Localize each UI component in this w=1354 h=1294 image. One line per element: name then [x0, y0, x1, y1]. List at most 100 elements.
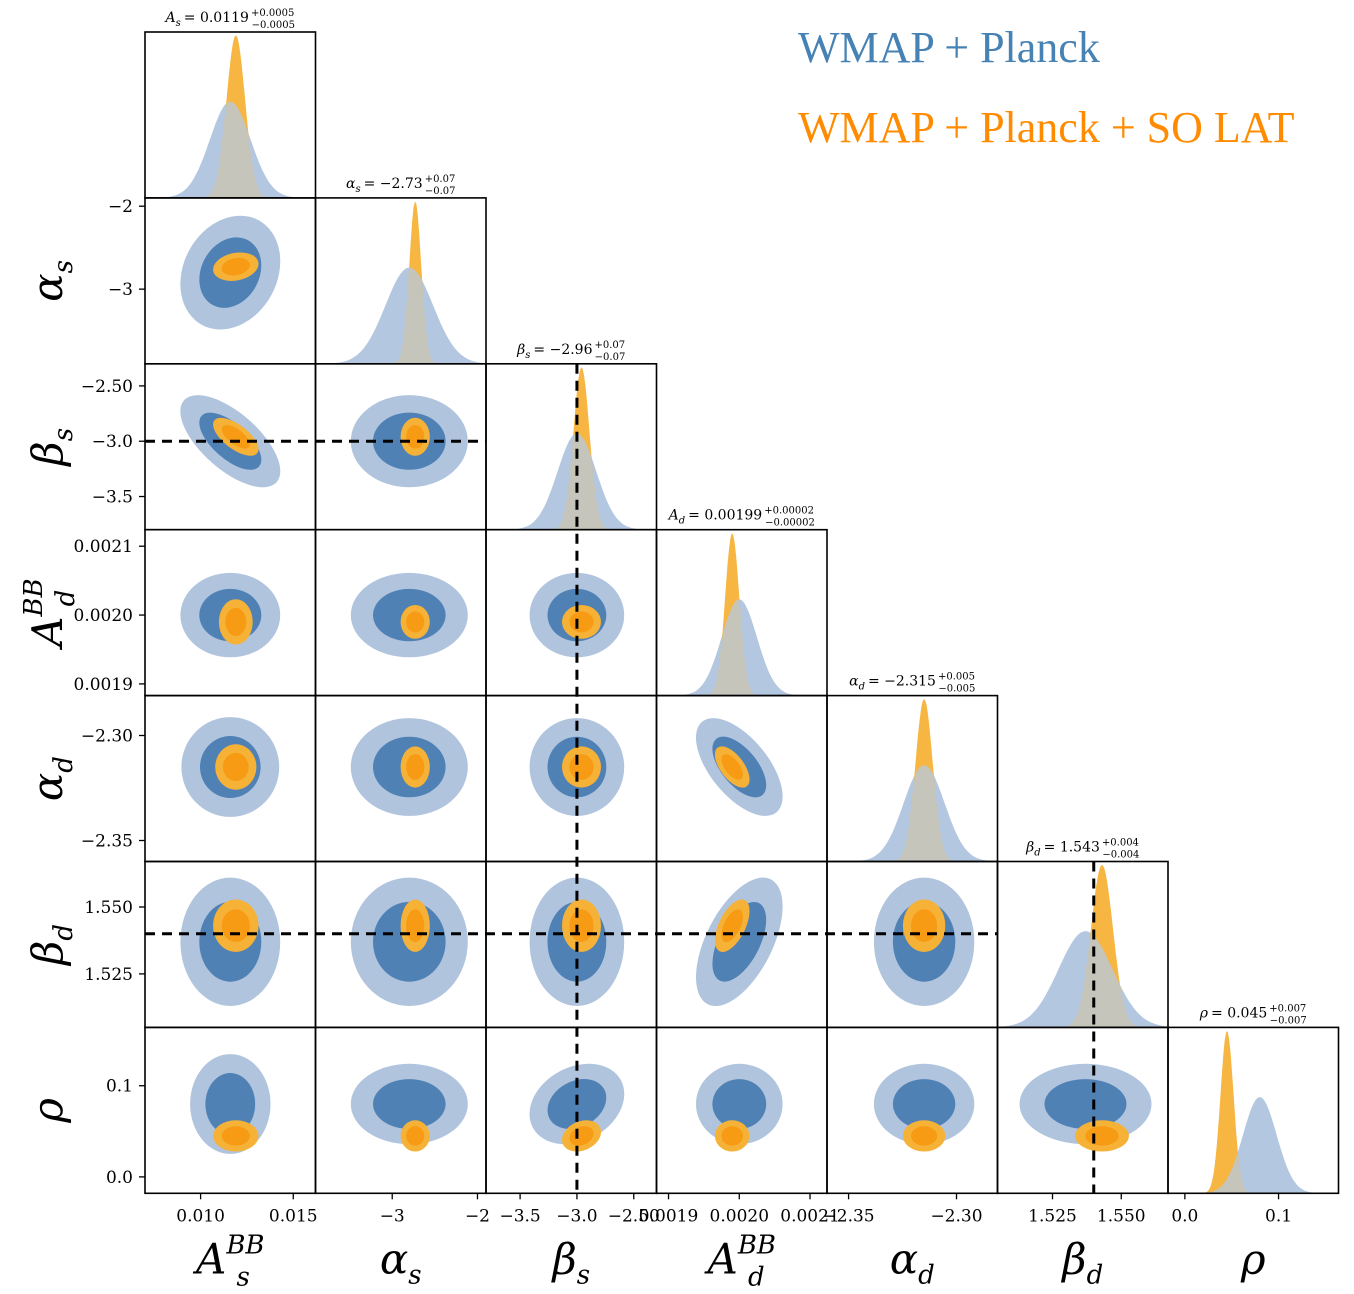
panel-A_s^{BB}-vs-A_d^{BB}	[180, 572, 281, 658]
contour-s1-1sigma	[221, 909, 250, 943]
contour-s1-1sigma	[569, 754, 594, 780]
x-axis-label-rho: ρ	[1240, 1234, 1266, 1283]
x-tick-label: 0.1	[1265, 1206, 1292, 1226]
marginal-curve-1	[1057, 865, 1147, 1028]
x-tick-label: −3.5	[499, 1206, 540, 1226]
marginal-beta_d	[997, 865, 1168, 1028]
y-tick-label: −2.50	[81, 377, 133, 397]
contour-s1-1sigma	[1085, 1126, 1119, 1146]
y-tick-label: 1.550	[84, 898, 133, 918]
y-tick-label: −2.35	[81, 832, 133, 852]
contour-s1-1sigma	[569, 909, 594, 943]
panel-beta_d-vs-rho	[1019, 1063, 1152, 1152]
marginal-A_d^{BB}	[656, 533, 827, 696]
panel-alpha_d-vs-beta_d	[873, 877, 975, 1006]
marginal-alpha_s	[315, 201, 486, 364]
marginal-rho	[1168, 1031, 1339, 1194]
y-tick-label: 0.0020	[74, 606, 133, 626]
summary-alpha_s: αs = −2.73 +0.07 −0.07	[346, 174, 456, 197]
x-tick-label: 0.010	[176, 1206, 225, 1226]
panel-alpha_s-vs-A_d^{BB}	[350, 572, 468, 658]
panel-A_s^{BB}-vs-alpha_s	[180, 215, 281, 330]
y-tick-label: −2.30	[81, 727, 133, 747]
x-axis-label-beta_d: βd	[1060, 1234, 1103, 1290]
y-tick-label: 0.0021	[74, 537, 133, 557]
y-axis-label-beta_s: βs	[23, 428, 79, 468]
summary-beta_d: βd = 1.543 +0.004 −0.004	[1025, 838, 1139, 861]
marginal-alpha_d	[844, 699, 998, 862]
contour-s1-1sigma	[225, 607, 247, 637]
legend-entry-wmap-planck-so-lat: WMAP + Planck + SO LAT	[798, 103, 1295, 152]
panel-A_s^{BB}-vs-beta_d	[180, 877, 281, 1006]
contour-s1-1sigma	[221, 257, 250, 276]
contour-s1-1sigma	[910, 909, 938, 943]
marginal-overlap	[145, 101, 316, 198]
panel-alpha_s-vs-alpha_d	[350, 718, 468, 816]
x-tick-label: −2	[465, 1206, 490, 1226]
summary-rho: ρ = 0.045 +0.007 −0.007	[1199, 1003, 1307, 1026]
marginal-curve-0	[315, 267, 486, 364]
marginal-overlap	[1057, 933, 1147, 1028]
x-tick-label: 0.0021	[780, 1206, 839, 1226]
contour-s1-1sigma	[721, 754, 743, 780]
y-axis-label-alpha_s: αs	[23, 260, 79, 302]
y-axis-label-alpha_d: αd	[23, 756, 79, 801]
x-tick-label: 1.525	[1028, 1206, 1077, 1226]
panel-A_s^{BB}-vs-alpha_d	[181, 717, 280, 817]
contour-s1-1sigma	[406, 1126, 425, 1146]
x-axis-label-alpha_s: αs	[380, 1234, 422, 1290]
y-axis-label-A_d^{BB}: ABBd	[19, 578, 81, 651]
legend-entry-wmap-planck: WMAP + Planck	[798, 23, 1100, 72]
marginal-overlap	[656, 599, 827, 696]
x-tick-label: −2.35	[823, 1206, 875, 1226]
y-tick-label: 1.525	[84, 965, 133, 985]
contour-s0-1sigma	[372, 1079, 446, 1129]
y-axis-label-beta_d: βd	[23, 924, 79, 967]
panel-alpha_s-vs-beta_d	[350, 877, 468, 1006]
contour-s0-1sigma	[1044, 1079, 1127, 1129]
panel-alpha_s-vs-rho	[350, 1063, 468, 1152]
x-tick-label: 1.550	[1097, 1206, 1146, 1226]
contour-s1-1sigma	[221, 1126, 250, 1146]
x-tick-label: −3	[380, 1206, 405, 1226]
x-axis-label-A_d^{BB}: ABB d	[703, 1230, 776, 1292]
y-tick-label: 0.1	[106, 1077, 133, 1097]
x-tick-label: 0.0	[1171, 1206, 1198, 1226]
marginal-beta_s	[501, 367, 653, 530]
y-tick-label: −3.0	[92, 432, 133, 452]
panel-A_d^{BB}-vs-alpha_d	[695, 718, 783, 816]
contour-s0-1sigma	[892, 1079, 956, 1129]
contour-s1-1sigma	[910, 1126, 938, 1146]
x-axis-label-A_s^{BB}: ABB s	[192, 1230, 265, 1292]
x-tick-label: 0.015	[269, 1206, 318, 1226]
x-tick-label: −3.0	[556, 1206, 597, 1226]
marginal-curve-0	[1168, 1097, 1339, 1194]
contour-s1-1sigma	[406, 909, 425, 943]
summary-A_d^{BB}: Ad = 0.00199 +0.00002 −0.00002	[667, 506, 815, 529]
contour-s1-1sigma	[569, 611, 594, 633]
y-tick-label: −3	[108, 280, 133, 300]
panel-alpha_d-vs-rho	[873, 1063, 975, 1152]
contour-s1-1sigma	[221, 425, 250, 449]
contour-s0-1sigma	[712, 1079, 767, 1129]
contour-s1-1sigma	[223, 752, 249, 782]
x-tick-label: −2.50	[608, 1206, 660, 1226]
panel-A_d^{BB}-vs-rho	[696, 1063, 783, 1152]
contour-s0-1sigma	[712, 901, 767, 982]
summary-alpha_d: αd = −2.315 +0.005 −0.005	[849, 672, 975, 695]
contour-s1-1sigma	[406, 425, 425, 449]
panel-frame	[1167, 1026, 1340, 1195]
marginal-curve-0	[997, 931, 1168, 1028]
x-tick-label: 0.0019	[639, 1206, 698, 1226]
y-tick-label: −3.5	[92, 488, 133, 508]
x-tick-label: −2.30	[930, 1206, 982, 1226]
panel-A_d^{BB}-vs-beta_d	[696, 877, 783, 1007]
x-tick-label: 0.0020	[710, 1206, 769, 1226]
summary-beta_s: βs = −2.96 +0.07 −0.07	[516, 340, 625, 363]
contour-s1-1sigma	[406, 754, 425, 780]
contour-s0-1sigma	[205, 1073, 256, 1135]
y-tick-label: 0.0	[106, 1168, 133, 1188]
panel-beta_s-vs-A_d^{BB}	[529, 572, 625, 658]
x-axis-label-alpha_d: αd	[890, 1234, 935, 1290]
